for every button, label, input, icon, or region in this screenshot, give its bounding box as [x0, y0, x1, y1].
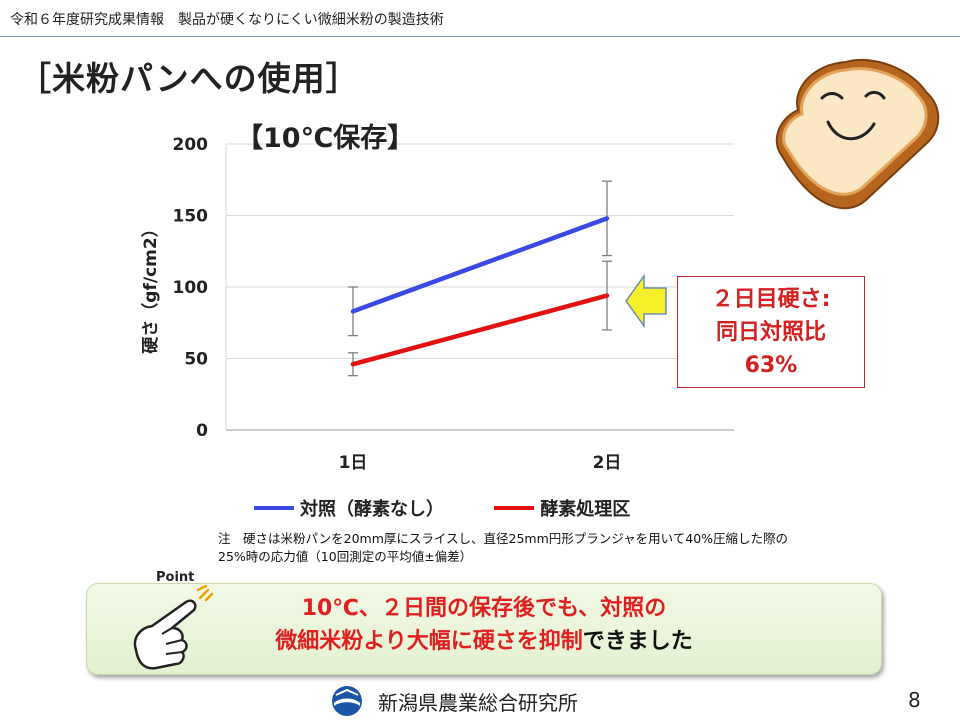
- callout-line-2: 同日対照比: [715, 320, 826, 345]
- series-line-enzyme: [350, 293, 610, 367]
- legend-swatch-enzyme: [494, 506, 535, 510]
- legend-item-control: 対照（酵素なし）: [254, 495, 444, 521]
- x-tick-label: 2日: [593, 453, 622, 473]
- footnote: 注 硬さは米粉パンを20mm厚にスライスし、直径25mm円形プランジャを用いて4…: [218, 530, 878, 566]
- legend-label-control: 対照（酵素なし）: [300, 499, 444, 520]
- institute-logo-icon: [332, 686, 362, 716]
- page-number: 8: [908, 688, 921, 712]
- header-bar: [0, 0, 960, 37]
- storage-condition-label: 【10℃保存】: [236, 123, 415, 154]
- slide-title: ［米粉パンへの使用］: [18, 59, 360, 98]
- footer-organization: 新潟県農業総合研究所: [378, 691, 578, 715]
- point-message: 10℃、２日間の保存後でも、対照の 微細米粉より大幅に硬さを抑制できました: [87, 592, 881, 658]
- point-badge: Point: [156, 570, 195, 585]
- hardness-chart: 0 50 100 150 200 1日 2日 硬さ（gf/cm2）: [140, 135, 734, 473]
- point-summary-box: 10℃、２日間の保存後でも、対照の 微細米粉より大幅に硬さを抑制できました: [86, 583, 882, 675]
- y-tick-label: 50: [184, 350, 208, 370]
- point-message-line-2: 微細米粉より大幅に硬さを抑制できました: [87, 625, 881, 658]
- footnote-line-2: 25%時の応力値（10回測定の平均値±偏差）: [218, 549, 473, 564]
- x-tick-label: 1日: [339, 453, 368, 473]
- footnote-line-1: 注 硬さは米粉パンを20mm厚にスライスし、直径25mm円形プランジャを用いて4…: [218, 531, 789, 546]
- pointing-hand-icon: [133, 599, 197, 670]
- y-tick-label: 0: [196, 421, 208, 441]
- callout-box: ２日目硬さ: 同日対照比 63%: [677, 276, 865, 388]
- callout-line-3: 63%: [744, 353, 798, 378]
- y-axis-label: 硬さ（gf/cm2）: [140, 220, 161, 353]
- header-text: 令和６年度研究成果情報 製品が硬くなりにくい微細米粉の製造技術: [10, 12, 444, 28]
- series-line-control: [350, 216, 610, 314]
- point-message-tail: できました: [582, 629, 693, 654]
- yellow-arrow-icon: [625, 273, 667, 329]
- callout-line-1: ２日目硬さ:: [711, 287, 831, 312]
- y-tick-label: 100: [173, 278, 209, 298]
- point-message-highlight: 微細米粉より大幅に硬さを抑制: [275, 629, 583, 654]
- bread-illustration-icon: [775, 58, 940, 210]
- sparkle-icon: [196, 584, 214, 602]
- y-tick-label: 200: [173, 135, 209, 155]
- point-message-line-1: 10℃、２日間の保存後でも、対照の: [301, 596, 667, 621]
- y-tick-label: 150: [173, 207, 209, 227]
- chart-legend: 対照（酵素なし） 酵素処理区: [254, 494, 674, 521]
- legend-swatch-control: [254, 506, 294, 510]
- legend-item-enzyme: 酵素処理区: [494, 495, 630, 521]
- legend-label-enzyme: 酵素処理区: [540, 499, 631, 520]
